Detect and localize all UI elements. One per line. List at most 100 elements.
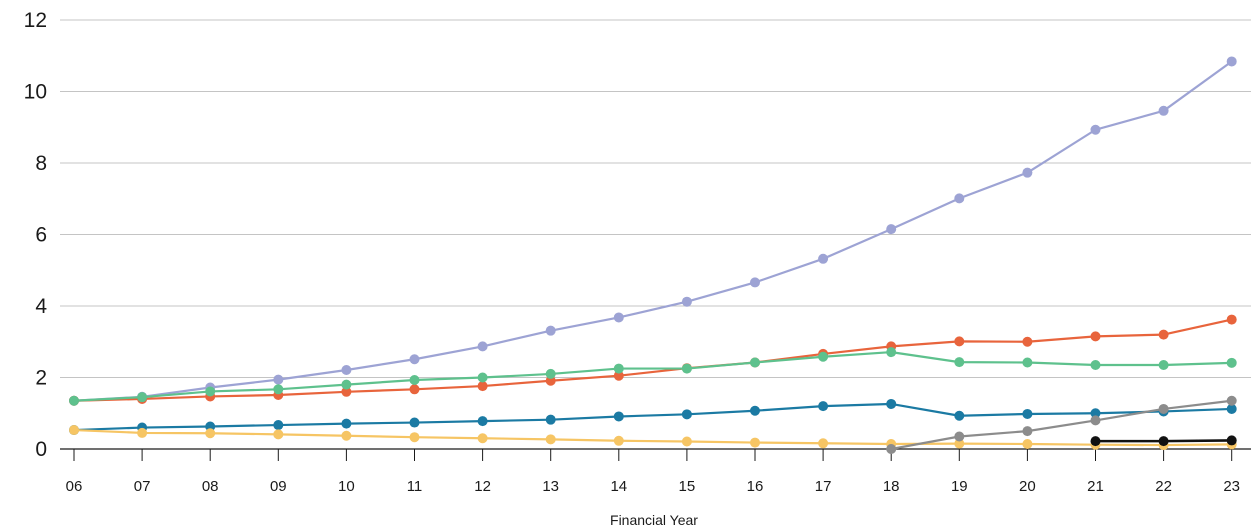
data-point xyxy=(273,429,284,440)
x-tick-label: 19 xyxy=(951,478,968,495)
data-point xyxy=(1226,435,1237,446)
data-point xyxy=(886,347,897,358)
data-point xyxy=(818,438,829,449)
data-point xyxy=(477,372,488,383)
data-point xyxy=(1226,357,1237,368)
series-line xyxy=(73,60,1233,402)
data-point xyxy=(409,417,420,428)
data-point xyxy=(818,401,829,412)
data-point xyxy=(613,411,624,422)
data-point xyxy=(1022,167,1033,178)
data-point xyxy=(545,368,556,379)
x-tick-label: 06 xyxy=(66,478,83,495)
data-point xyxy=(341,418,352,429)
y-tick-label: 10 xyxy=(24,81,47,104)
data-point xyxy=(1090,124,1101,135)
data-point xyxy=(1158,105,1169,116)
data-point xyxy=(954,193,965,204)
y-tick-label: 2 xyxy=(35,367,47,390)
series-4 xyxy=(69,398,1237,436)
data-point xyxy=(1022,357,1033,368)
x-tick-label: 23 xyxy=(1223,478,1240,495)
series-line xyxy=(73,318,1232,402)
data-point xyxy=(886,444,897,454)
data-point xyxy=(273,420,284,431)
x-tick-label: 12 xyxy=(474,478,491,495)
data-point xyxy=(1022,426,1033,437)
data-point xyxy=(477,433,488,444)
data-point xyxy=(341,364,352,375)
x-tick-label: 18 xyxy=(883,478,900,495)
data-point xyxy=(137,427,148,438)
x-tick-label: 11 xyxy=(407,478,423,495)
series-group xyxy=(69,56,1237,454)
y-tick-label: 0 xyxy=(35,438,47,461)
x-tick-label: 08 xyxy=(202,478,219,495)
data-point xyxy=(954,431,965,442)
data-point xyxy=(69,425,79,436)
data-point xyxy=(1090,359,1101,370)
data-point xyxy=(613,363,624,374)
data-point xyxy=(273,384,284,395)
y-tick-label: 6 xyxy=(35,224,47,247)
data-point xyxy=(818,351,829,362)
series-1 xyxy=(69,56,1237,406)
series-7 xyxy=(1090,435,1237,447)
y-tick-label: 8 xyxy=(35,152,47,175)
data-point xyxy=(1022,336,1033,347)
data-point xyxy=(750,437,760,448)
data-point xyxy=(613,370,624,381)
data-point xyxy=(681,296,692,307)
data-point xyxy=(1090,436,1101,447)
data-point xyxy=(1226,403,1237,414)
x-tick-label: 20 xyxy=(1019,478,1036,495)
series-3 xyxy=(69,347,1237,406)
x-tick-label: 22 xyxy=(1155,478,1172,495)
series-line xyxy=(73,351,1232,402)
data-point xyxy=(681,363,692,374)
data-point xyxy=(1226,395,1237,406)
data-point xyxy=(477,416,488,427)
gridlines xyxy=(60,19,1251,378)
series-line xyxy=(73,402,1232,432)
data-point xyxy=(681,409,692,420)
data-point xyxy=(273,374,284,385)
data-point xyxy=(409,384,420,395)
x-tick-label: 09 xyxy=(270,478,287,495)
data-point xyxy=(818,253,829,264)
data-point xyxy=(1158,329,1169,340)
series-6 xyxy=(886,395,1237,454)
x-tick-label: 10 xyxy=(338,478,355,495)
data-point xyxy=(545,325,556,336)
data-point xyxy=(954,357,965,368)
x-tick-label: 21 xyxy=(1087,478,1104,495)
data-point xyxy=(750,405,760,416)
x-tick-label: 16 xyxy=(747,478,764,495)
x-tick-label: 13 xyxy=(542,478,559,495)
data-point xyxy=(1158,403,1169,414)
data-point xyxy=(613,435,624,446)
x-tick-label: 07 xyxy=(134,478,151,495)
data-point xyxy=(1090,415,1101,426)
data-point xyxy=(954,410,965,421)
y-tick-label: 12 xyxy=(24,9,47,32)
data-point xyxy=(1022,408,1033,419)
data-point xyxy=(750,277,760,288)
data-point xyxy=(1226,314,1237,325)
series-line xyxy=(891,399,1232,451)
data-point xyxy=(477,341,488,352)
data-point xyxy=(1090,331,1101,342)
data-point xyxy=(954,336,965,347)
data-point xyxy=(1158,359,1169,370)
data-point xyxy=(886,224,897,235)
data-point xyxy=(1158,436,1169,447)
series-line xyxy=(73,428,1232,447)
y-tick-label: 4 xyxy=(35,295,47,318)
series-2 xyxy=(69,314,1237,406)
data-point xyxy=(1090,408,1101,419)
x-axis: 06 07 08 09 10 11 12 13 14 15 16 17 18 19 20 21 22 23 xyxy=(60,448,1251,495)
data-point xyxy=(69,395,79,406)
data-point xyxy=(545,414,556,425)
data-point xyxy=(137,392,148,403)
